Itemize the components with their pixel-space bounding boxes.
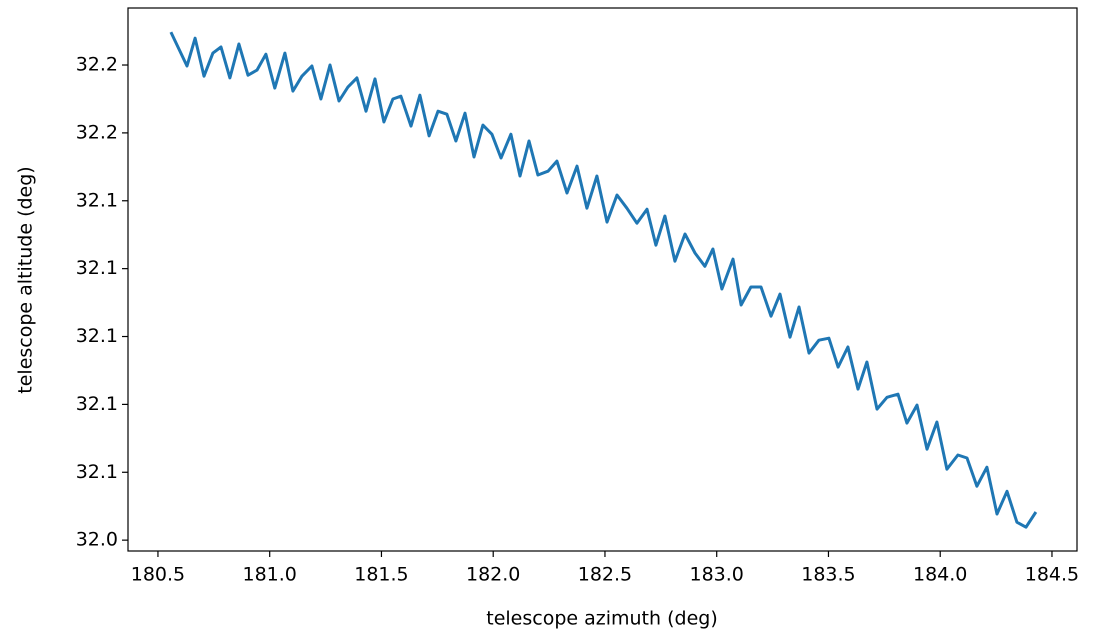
x-tick-label: 180.5	[131, 564, 185, 586]
x-tick-label: 183.0	[690, 564, 744, 586]
x-tick-label: 183.5	[801, 564, 855, 586]
x-tick-label: 181.0	[242, 564, 296, 586]
y-tick-label: 32.1	[76, 461, 118, 483]
y-tick-label: 32.2	[76, 121, 118, 143]
x-axis-label: telescope azimuth (deg)	[486, 608, 717, 630]
x-tick-label: 181.5	[354, 564, 408, 586]
y-tick-label: 32.2	[76, 54, 118, 76]
x-tick-label: 184.5	[1025, 564, 1079, 586]
y-tick-label: 32.1	[76, 325, 118, 347]
y-tick-label: 32.1	[76, 257, 118, 279]
x-tick-label: 182.5	[578, 564, 632, 586]
y-tick-label: 32.1	[76, 393, 118, 415]
plot-frame	[127, 7, 1078, 552]
data-line	[169, 31, 1038, 529]
y-axis-label: telescope altitude (deg)	[15, 166, 37, 393]
y-tick-label: 32.0	[76, 529, 118, 551]
x-tick-label: 182.0	[466, 564, 520, 586]
y-tick-label: 32.1	[76, 189, 118, 211]
x-tick-label: 184.0	[913, 564, 967, 586]
